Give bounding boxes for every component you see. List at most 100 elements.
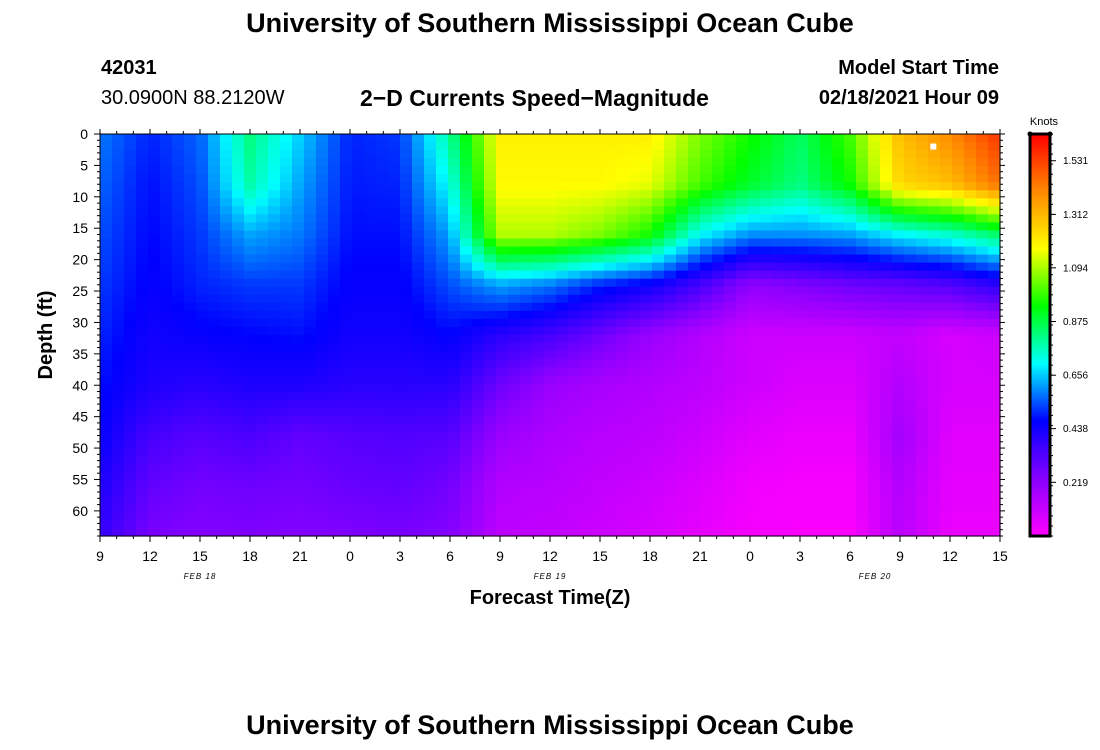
heatmap-cell xyxy=(700,238,713,248)
heatmap-cell xyxy=(472,495,485,505)
heatmap-cell xyxy=(676,254,689,264)
heatmap-cell xyxy=(880,471,893,481)
heatmap-cell xyxy=(352,262,365,272)
heatmap-cell xyxy=(844,391,857,400)
heatmap-cell xyxy=(148,134,161,143)
heatmap-cell xyxy=(244,343,257,352)
heatmap-cell xyxy=(256,286,269,296)
heatmap-cell xyxy=(172,527,185,537)
heatmap-cell xyxy=(376,230,389,240)
heatmap-cell xyxy=(772,391,785,400)
heatmap-cell xyxy=(904,375,917,384)
heatmap-cell xyxy=(556,302,569,312)
heatmap-cell xyxy=(700,519,713,529)
heatmap-cell xyxy=(988,375,1001,384)
heatmap-cell xyxy=(448,399,461,408)
heatmap-cell xyxy=(592,198,605,207)
heatmap-cell xyxy=(100,455,113,465)
heatmap-cell xyxy=(904,326,917,336)
heatmap-cell xyxy=(724,351,737,360)
heatmap-cell xyxy=(280,286,293,296)
heatmap-cell xyxy=(628,479,641,489)
heatmap-cell xyxy=(520,423,533,433)
heatmap-cell xyxy=(880,310,893,320)
heatmap-cell xyxy=(340,335,353,344)
heatmap-cell xyxy=(688,278,701,288)
heatmap-cell xyxy=(688,310,701,320)
heatmap-cell xyxy=(364,431,377,441)
heatmap-cell xyxy=(532,326,545,336)
heatmap-cell xyxy=(736,415,749,425)
heatmap-cell xyxy=(616,150,629,159)
heatmap-cell xyxy=(160,359,173,368)
heatmap-cell xyxy=(664,254,677,264)
heatmap-cell xyxy=(400,511,413,521)
heatmap-cell xyxy=(700,463,713,473)
heatmap-cell xyxy=(268,399,281,408)
heatmap-cell xyxy=(796,487,809,497)
heatmap-cell xyxy=(520,174,533,183)
heatmap-cell xyxy=(424,222,437,232)
heatmap-cell xyxy=(436,447,449,457)
heatmap-cell xyxy=(652,294,665,304)
heatmap-cell xyxy=(364,318,377,328)
heatmap-cell xyxy=(316,166,329,175)
heatmap-cell xyxy=(508,455,521,465)
heatmap-cell xyxy=(220,142,233,151)
heatmap-cell xyxy=(172,182,185,191)
heatmap-cell xyxy=(124,254,137,264)
heatmap-cell xyxy=(532,463,545,473)
heatmap-cell xyxy=(796,142,809,151)
heatmap-cell xyxy=(820,190,833,199)
heatmap-cell xyxy=(640,407,653,416)
heatmap-cell xyxy=(964,150,977,159)
heatmap-cell xyxy=(940,230,953,240)
heatmap-cell xyxy=(772,318,785,328)
heatmap-cell xyxy=(232,431,245,441)
heatmap-cell xyxy=(772,519,785,529)
heatmap-cell xyxy=(964,367,977,376)
heatmap-cell xyxy=(664,527,677,537)
heatmap-cell xyxy=(940,503,953,513)
heatmap-cell xyxy=(280,527,293,537)
heatmap-cell xyxy=(676,335,689,344)
heatmap-cell xyxy=(580,302,593,312)
heatmap-cell xyxy=(220,463,233,473)
heatmap-cell xyxy=(280,431,293,441)
heatmap-cell xyxy=(604,134,617,143)
heatmap-cell xyxy=(412,487,425,497)
heatmap-cell xyxy=(988,343,1001,352)
heatmap-cell xyxy=(244,302,257,312)
heatmap-cell xyxy=(460,503,473,513)
heatmap-cell xyxy=(328,150,341,159)
heatmap-cell xyxy=(268,431,281,441)
heatmap-cell xyxy=(400,286,413,296)
heatmap-cell xyxy=(844,254,857,264)
heatmap-cell xyxy=(544,351,557,360)
heatmap-cell xyxy=(532,310,545,320)
heatmap-cell xyxy=(928,158,941,167)
heatmap-cell xyxy=(184,302,197,312)
heatmap-cell xyxy=(448,343,461,352)
heatmap-cell xyxy=(136,407,149,416)
heatmap-cell xyxy=(976,150,989,159)
heatmap-cell xyxy=(652,142,665,151)
heatmap-cell xyxy=(964,262,977,272)
heatmap-cell xyxy=(736,519,749,529)
heatmap-cell xyxy=(676,134,689,143)
heatmap-cell xyxy=(616,367,629,376)
heatmap-cell xyxy=(400,278,413,288)
heatmap-cell xyxy=(160,471,173,481)
heatmap-cell xyxy=(808,519,821,529)
heatmap-cell xyxy=(100,182,113,191)
heatmap-cell xyxy=(652,423,665,433)
heatmap-cell xyxy=(748,407,761,416)
heatmap-cell xyxy=(340,407,353,416)
heatmap-cell xyxy=(280,415,293,425)
heatmap-cell xyxy=(700,286,713,296)
heatmap-cell xyxy=(100,134,113,143)
heatmap-cell xyxy=(124,423,137,433)
heatmap-cell xyxy=(964,238,977,248)
heatmap-cell xyxy=(232,447,245,457)
heatmap-cell xyxy=(892,246,905,256)
